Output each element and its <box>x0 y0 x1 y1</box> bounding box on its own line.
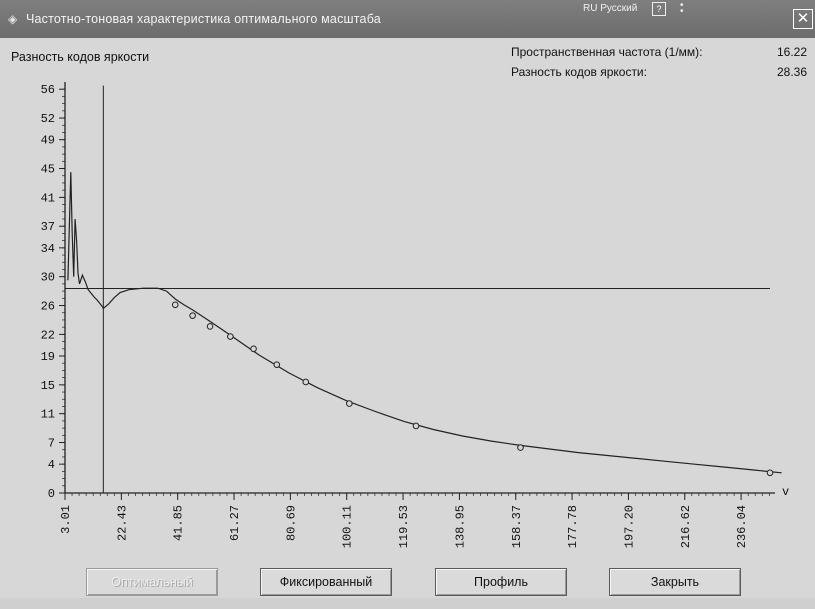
x-tick-label: 22.43 <box>115 505 129 541</box>
x-tick-label: 197.20 <box>622 505 636 548</box>
close-icon[interactable]: ✕ <box>793 9 813 29</box>
x-tick-label: 119.53 <box>397 505 411 548</box>
y-axis-title: Разность кодов яркости <box>11 50 150 64</box>
y-tick-label: 49 <box>41 134 55 148</box>
data-point <box>227 333 234 340</box>
title-bar[interactable]: ◈ Частотно-тоновая характеристика оптима… <box>0 0 815 38</box>
data-point <box>412 422 420 430</box>
y-tick-label: 11 <box>41 408 55 422</box>
brightness-value: 28.36 <box>776 65 807 79</box>
brightness-label: Разность кодов яркости: <box>511 65 647 79</box>
y-tick-label: 15 <box>41 379 55 393</box>
x-tick-label: 3.01 <box>59 505 73 534</box>
chart-panel <box>0 38 815 598</box>
language-indicator[interactable]: RU Русский <box>583 3 638 14</box>
frequency-value: 16.22 <box>776 45 807 59</box>
data-point <box>206 323 214 330</box>
help-icon[interactable]: ? <box>652 2 666 16</box>
series <box>65 85 782 493</box>
data-point <box>171 301 179 309</box>
y-tick-label: 52 <box>41 112 55 126</box>
data-point <box>273 361 281 368</box>
window-title: Частотно-тоновая характеристика оптималь… <box>26 12 381 26</box>
y-tick-label: 7 <box>48 437 55 451</box>
y-tick-label: 4 <box>48 458 55 472</box>
series-line <box>67 172 782 474</box>
x-tick-label: 61.27 <box>228 505 242 541</box>
y-tick-label: 30 <box>41 271 55 285</box>
app-icon: ◈ <box>8 12 18 26</box>
y-tick-label: 19 <box>41 350 55 364</box>
close-button[interactable]: Закрыть <box>609 568 741 596</box>
data-point <box>346 400 353 407</box>
x-tick-label: 41.85 <box>172 505 186 541</box>
data-point <box>766 469 774 477</box>
axes <box>64 82 775 494</box>
chart-svg[interactable]: 0 4 7 11 15 19 22 26 30 34 37 41 45 49 52 56 3.01 22.43 41… <box>0 38 815 563</box>
y-tick-label: 26 <box>41 300 55 314</box>
x-tick-label: 80.69 <box>284 505 298 541</box>
ticks: 0 4 7 11 15 19 22 26 30 34 37 41 45 49 52 56 3.01 22.43 41… <box>41 83 790 548</box>
y-tick-label: 0 <box>48 487 55 501</box>
data-point <box>189 312 196 319</box>
markers <box>171 301 774 477</box>
profile-button[interactable]: Профиль <box>435 568 567 596</box>
x-tick-label: 138.95 <box>453 505 467 548</box>
x-axis-label: v <box>782 485 789 499</box>
y-tick-label: 34 <box>41 242 55 256</box>
data-point <box>517 444 524 451</box>
frequency-label: Пространственная частота (1/мм): <box>511 45 703 59</box>
y-tick-label: 41 <box>41 191 55 205</box>
y-tick-label: 37 <box>41 220 55 234</box>
x-tick-label: 236.04 <box>735 505 749 548</box>
optimal-button[interactable]: Оптимальный <box>86 568 218 596</box>
y-tick-label: 22 <box>41 328 55 342</box>
y-tick-label: 56 <box>41 83 55 97</box>
tray-menu-icon[interactable]: • • <box>680 0 684 17</box>
y-tick-label: 45 <box>41 163 55 177</box>
x-tick-label: 177.78 <box>566 505 580 548</box>
x-tick-label: 216.62 <box>679 505 693 548</box>
x-tick-label: 158.37 <box>510 505 524 548</box>
data-point <box>250 345 257 353</box>
x-tick-label: 100.11 <box>341 505 355 548</box>
data-point <box>302 378 310 386</box>
fixed-button[interactable]: Фиксированный <box>260 568 392 596</box>
